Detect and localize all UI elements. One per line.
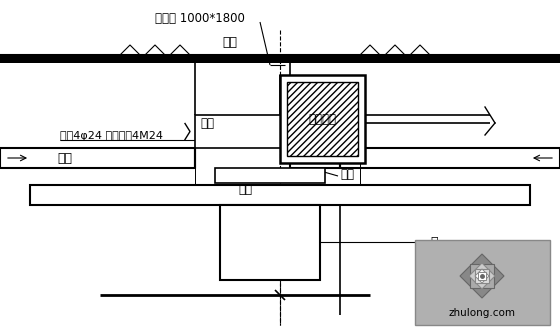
Polygon shape [470,264,494,288]
Bar [0,55,560,63]
Bar [0,148,195,168]
Text: 顶板: 顶板 [58,152,72,165]
Text: 连杆4φ24 配套螺母4M24: 连杆4φ24 配套螺母4M24 [60,131,163,141]
Bar [195,115,290,148]
Bar [220,205,320,280]
Bar [195,146,360,185]
Text: 冠梁: 冠梁 [200,117,214,129]
Bar [415,240,550,325]
Text: 托梁: 托梁 [340,167,354,180]
Polygon shape [475,269,489,283]
Text: zhulong.com: zhulong.com [449,308,516,318]
Bar [287,82,358,156]
Polygon shape [460,254,504,298]
Text: 柱: 柱 [430,235,437,249]
Polygon shape [475,269,489,283]
Bar [30,185,530,205]
Text: 地面: 地面 [222,36,237,49]
Text: 顶板: 顶板 [238,182,252,196]
Bar [215,168,325,183]
Polygon shape [469,263,495,289]
Text: 支撑梁 1000*1800: 支撑梁 1000*1800 [155,12,245,24]
Bar [280,75,365,163]
Polygon shape [478,272,486,280]
Bar [340,148,560,168]
Text: 电力隧道: 电力隧道 [308,113,336,125]
